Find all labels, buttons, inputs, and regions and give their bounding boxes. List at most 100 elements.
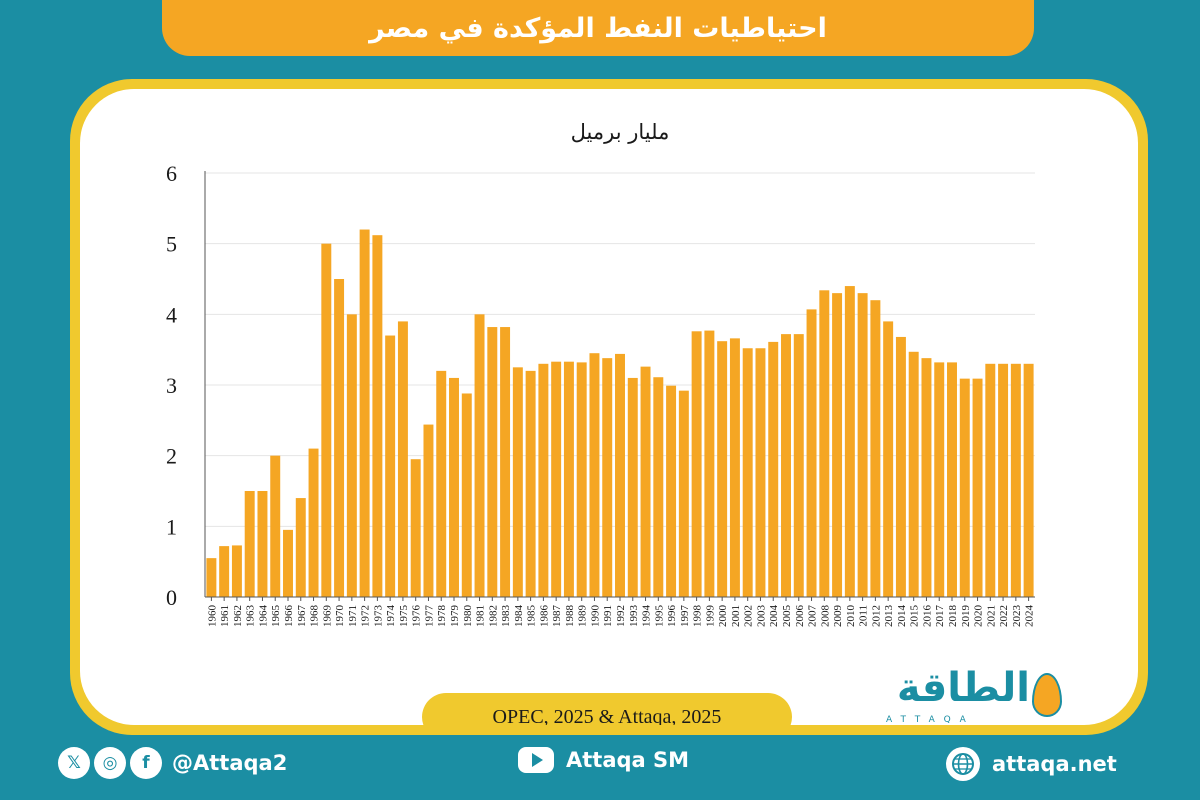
x-tick-label: 1979 <box>449 605 461 628</box>
x-tick-label: 1985 <box>526 605 538 628</box>
x-tick-label: 1960 <box>206 605 218 628</box>
bar <box>244 491 255 597</box>
bar <box>844 286 855 597</box>
x-tick-label: 2019 <box>960 605 972 628</box>
x-tick-label: 1982 <box>487 605 499 627</box>
bar <box>870 300 881 597</box>
x-tick-label: 2014 <box>896 605 908 628</box>
bar <box>717 341 728 597</box>
bar <box>857 293 868 597</box>
bar <box>908 351 919 597</box>
x-tick-label: 2000 <box>717 605 729 628</box>
logo-latin-text: ATTAQA <box>886 715 975 725</box>
x-tick-label: 2017 <box>934 605 946 628</box>
x-tick-label: 1975 <box>398 605 410 628</box>
instagram-icon[interactable]: ◎ <box>94 747 126 779</box>
bar <box>806 309 817 597</box>
bar <box>538 363 549 597</box>
x-tick-label: 2015 <box>909 605 921 628</box>
bar <box>500 327 511 597</box>
x-tick-label: 2024 <box>1024 605 1036 628</box>
bar <box>487 327 498 597</box>
bar <box>474 314 485 597</box>
x-tick-label: 2008 <box>819 605 831 628</box>
facebook-icon[interactable]: f <box>130 747 162 779</box>
x-tick-label: 1999 <box>704 605 716 628</box>
bar <box>934 362 945 597</box>
bar <box>755 348 766 597</box>
y-tick-label: 2 <box>166 444 177 469</box>
bar <box>793 334 804 597</box>
logo-arabic-text: الطاقة <box>896 665 1030 711</box>
x-tick-label: 2011 <box>858 605 870 627</box>
bar <box>781 334 791 597</box>
x-tick-label: 1971 <box>347 605 359 627</box>
x-tick-label: 2016 <box>921 605 933 628</box>
y-tick-label: 3 <box>166 373 177 398</box>
x-tick-label: 2020 <box>973 605 985 628</box>
website-url[interactable]: attaqa.net <box>992 752 1117 776</box>
x-tick-label: 1963 <box>245 605 257 628</box>
bar <box>602 358 613 597</box>
x-tick-label: 1967 <box>296 605 308 628</box>
bar <box>449 377 459 597</box>
x-twitter-icon[interactable]: 𝕏 <box>58 747 90 779</box>
x-tick-label: 2010 <box>845 605 857 628</box>
bar <box>1023 363 1034 597</box>
bar <box>576 362 587 597</box>
x-tick-label: 2001 <box>730 605 742 627</box>
bar <box>972 378 983 597</box>
bar <box>819 290 830 597</box>
x-tick-label: 1993 <box>628 605 640 628</box>
bar <box>947 362 957 597</box>
x-tick-label: 1984 <box>513 605 525 628</box>
bar <box>1010 363 1021 597</box>
bar <box>895 336 906 597</box>
x-tick-label: 1992 <box>615 605 627 627</box>
x-tick-label: 1966 <box>283 605 295 628</box>
x-tick-label: 2009 <box>832 605 844 628</box>
x-tick-label: 1980 <box>462 605 474 628</box>
x-tick-label: 2003 <box>755 605 767 628</box>
x-tick-label: 1969 <box>321 605 333 628</box>
youtube-channel[interactable]: Attaqa SM <box>566 748 690 772</box>
x-tick-label: 1986 <box>538 605 550 628</box>
x-tick-label: 1976 <box>411 605 423 628</box>
globe-icon[interactable] <box>946 747 980 781</box>
y-tick-label: 5 <box>166 232 177 257</box>
chart-frame: ة مليار برميل012345619601961196219631964… <box>70 79 1148 735</box>
x-tick-label: 2023 <box>1011 605 1023 628</box>
x-tick-label: 1991 <box>602 605 614 627</box>
x-tick-label: 1987 <box>551 605 563 628</box>
x-tick-label: 1962 <box>232 605 244 627</box>
youtube-icon[interactable] <box>518 747 554 773</box>
bar <box>563 361 574 597</box>
x-tick-label: 1978 <box>436 605 448 628</box>
x-tick-label: 1974 <box>385 605 397 628</box>
bar <box>397 321 408 597</box>
x-tick-label: 1970 <box>334 605 346 628</box>
bar <box>551 361 562 597</box>
logo-drop-icon <box>1032 673 1062 717</box>
source-label: OPEC, 2025 & Attaqa, 2025 <box>422 693 792 725</box>
bar <box>270 455 281 597</box>
social-group: 𝕏 ◎ f @Attaqa2 <box>58 747 287 779</box>
bar <box>666 385 677 597</box>
bar <box>525 370 536 597</box>
bar <box>346 314 357 597</box>
bar <box>883 321 894 597</box>
x-tick-label: 2002 <box>743 605 755 627</box>
bar <box>385 335 396 597</box>
bar <box>615 353 625 597</box>
chart-panel: ة مليار برميل012345619601961196219631964… <box>80 89 1138 725</box>
bar <box>334 279 345 597</box>
x-tick-label: 2018 <box>947 605 959 628</box>
bar <box>308 448 319 597</box>
bar <box>985 363 996 597</box>
bar <box>295 498 306 597</box>
bar <box>640 366 651 597</box>
social-handle[interactable]: @Attaqa2 <box>172 751 288 775</box>
x-tick-label: 1988 <box>564 605 576 628</box>
page-title: احتياطيات النفط المؤكدة في مصر <box>162 0 1034 56</box>
